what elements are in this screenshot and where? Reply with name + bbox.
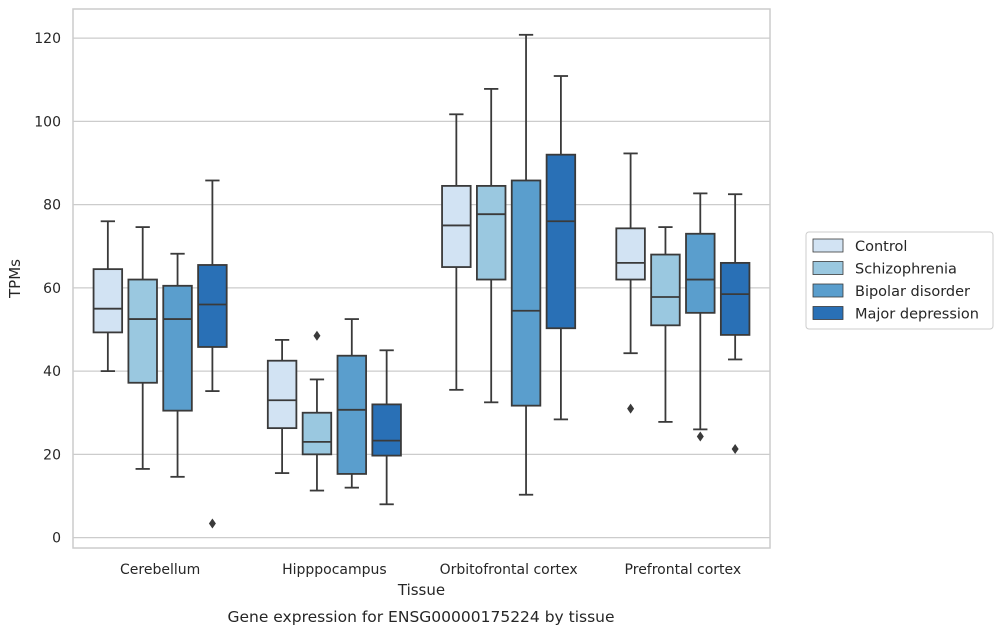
box <box>441 113 472 391</box>
box <box>685 192 716 442</box>
box <box>266 338 298 474</box>
box-iqr <box>476 184 507 281</box>
box <box>162 252 193 478</box>
box-iqr <box>371 403 402 457</box>
y-tick-label: 20 <box>43 447 61 463</box>
legend-label: Schizophrenia <box>855 262 957 278</box>
outlier-point <box>208 518 216 529</box>
box-iqr <box>301 411 333 456</box>
box-iqr <box>510 179 542 407</box>
x-axis-ticks: Cerebellum Hipppocampus Orbitofrontal cort… <box>120 562 741 578</box>
y-tick-label: 80 <box>43 198 61 214</box>
y-tick-label: 120 <box>34 31 61 47</box>
x-tick-label: Prefrontal cortex <box>625 562 742 578</box>
y-axis-title: TPMs <box>6 259 24 299</box>
legend-swatch <box>812 306 844 320</box>
x-tick-label: Cerebellum <box>120 562 200 578</box>
box <box>301 330 333 492</box>
y-tick-label: 60 <box>43 281 61 297</box>
box-iqr <box>336 354 367 475</box>
y-axis-ticks: 0 20 40 60 80 100 120 <box>34 31 61 546</box>
outlier-point <box>313 330 321 341</box>
box <box>92 220 124 373</box>
x-tick-label: Hipppocampus <box>282 562 387 578</box>
legend-swatch <box>812 261 844 275</box>
box <box>545 75 577 421</box>
box <box>371 349 402 506</box>
box-iqr <box>127 278 158 384</box>
box-iqr <box>266 359 298 430</box>
box-series <box>92 33 751 529</box>
box-iqr <box>162 284 193 412</box>
x-axis-title: Tissue <box>397 581 445 599</box>
box-iqr <box>441 184 472 268</box>
outlier-point <box>731 443 739 454</box>
box-iqr <box>615 227 646 281</box>
legend-label: Control <box>855 239 907 255</box>
box <box>510 33 542 496</box>
box-iqr <box>197 264 228 348</box>
box <box>336 318 367 489</box>
legend-label: Major depression <box>855 307 979 323</box>
y-tick-label: 0 <box>52 531 61 547</box>
y-tick-label: 100 <box>34 114 61 130</box>
outlier-point <box>696 431 704 442</box>
y-tick-label: 40 <box>43 364 61 380</box>
legend-label: Bipolar disorder <box>855 284 970 300</box>
legend: Control Schizophrenia Bipolar disorder Majo… <box>805 231 994 330</box>
box-iqr <box>650 253 681 327</box>
box <box>197 179 228 529</box>
plot-area-frame <box>72 8 771 549</box>
box <box>127 226 158 470</box>
figure-caption: Gene expression for ENSG00000175224 by t… <box>227 608 614 626</box>
box-iqr <box>685 232 716 314</box>
legend-swatch <box>812 238 844 253</box>
x-tick-label: Orbitofrontal cortex <box>440 562 578 578</box>
box-iqr <box>92 268 124 334</box>
box <box>476 88 507 404</box>
box <box>650 226 681 423</box>
outlier-point <box>627 403 635 414</box>
box-iqr <box>719 261 751 336</box>
box <box>719 193 751 454</box>
box <box>615 152 646 414</box>
legend-swatch <box>812 283 844 298</box>
box-iqr <box>545 153 577 330</box>
legend-box <box>805 231 994 330</box>
